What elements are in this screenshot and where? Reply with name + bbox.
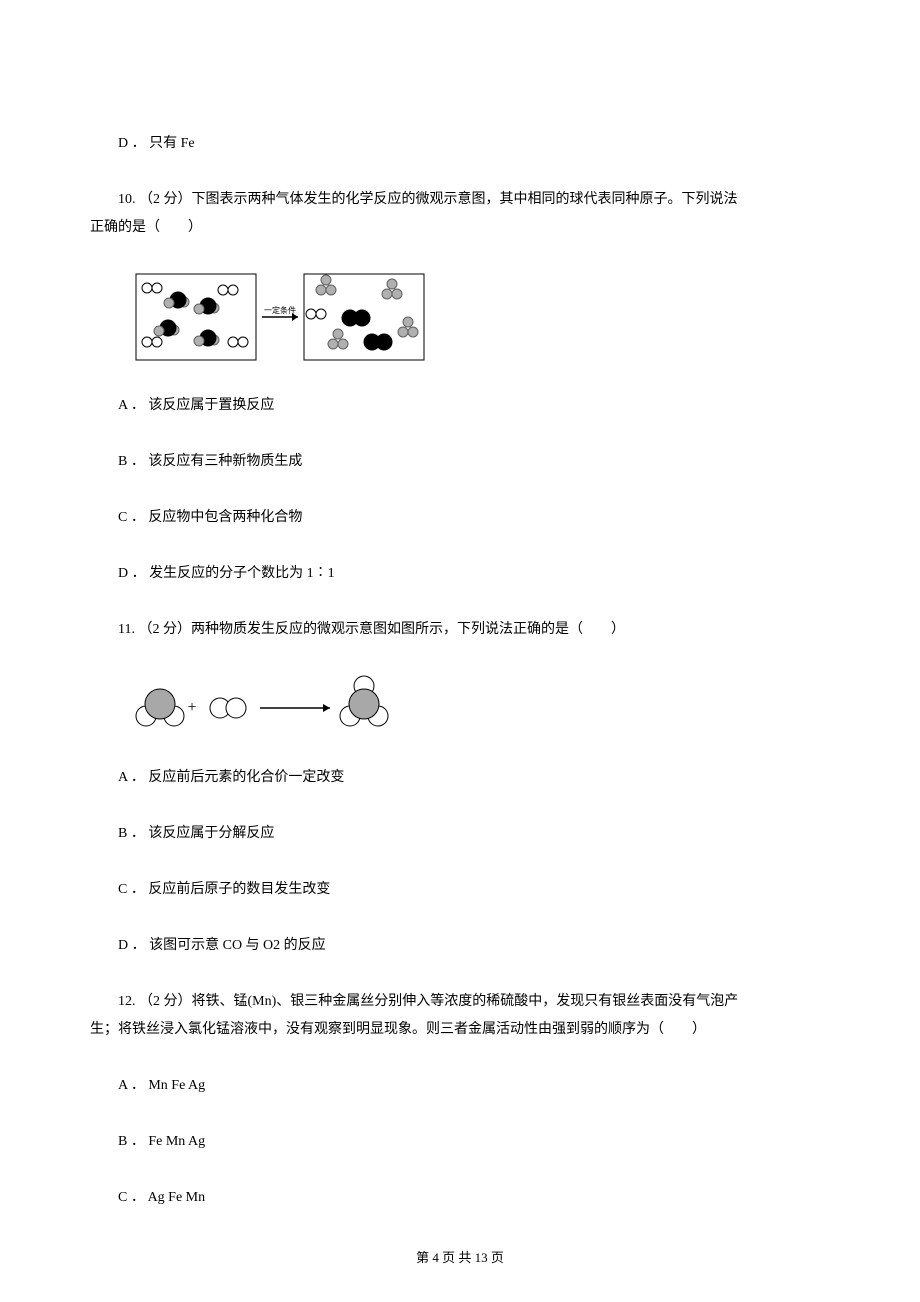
q10-stem-1: 10. （2 分）下图表示两种气体发生的化学反应的微观示意图，其中相同的球代表同… bbox=[90, 186, 830, 214]
q11-option-c: C ． 反应前后原子的数目发生改变 bbox=[90, 876, 830, 904]
svg-text:+: + bbox=[187, 699, 196, 716]
q12-stem-1: 12. （2 分）将铁、锰(Mn)、银三种金属丝分别伸入等浓度的稀硫酸中，发现只… bbox=[90, 988, 830, 1016]
q10-option-b: B ． 该反应有三种新物质生成 bbox=[90, 448, 830, 476]
question-12: 12. （2 分）将铁、锰(Mn)、银三种金属丝分别伸入等浓度的稀硫酸中，发现只… bbox=[90, 988, 830, 1212]
q12-option-a: A ． Mn Fe Ag bbox=[90, 1072, 830, 1100]
q12-option-b: B ． Fe Mn Ag bbox=[90, 1128, 830, 1156]
q11-stem: 11. （2 分）两种物质发生反应的微观示意图如图所示，下列说法正确的是（ ） bbox=[90, 616, 830, 644]
q10-stem-2: 正确的是（ ） bbox=[90, 214, 830, 242]
reaction-diagram-q11: + bbox=[130, 672, 390, 736]
q10-figure: 一定条件 bbox=[130, 270, 830, 364]
page-footer: 第 4 页 共 13 页 bbox=[0, 1247, 920, 1266]
option-d-previous: D ． 只有 Fe bbox=[90, 130, 830, 158]
q10-option-d: D ． 发生反应的分子个数比为 1∶1 bbox=[90, 560, 830, 588]
q11-figure: + bbox=[130, 672, 830, 736]
q11-option-a: A ． 反应前后元素的化合价一定改变 bbox=[90, 764, 830, 792]
reaction-diagram-q10: 一定条件 bbox=[130, 270, 430, 364]
q11-option-d: D ． 该图可示意 CO 与 O2 的反应 bbox=[90, 932, 830, 960]
q10-option-a: A ． 该反应属于置换反应 bbox=[90, 392, 830, 420]
page-content: D ． 只有 Fe 10. （2 分）下图表示两种气体发生的化学反应的微观示意图… bbox=[0, 0, 920, 1300]
question-11: 11. （2 分）两种物质发生反应的微观示意图如图所示，下列说法正确的是（ ） … bbox=[90, 616, 830, 960]
q12-option-c: C ． Ag Fe Mn bbox=[90, 1184, 830, 1212]
question-10: 10. （2 分）下图表示两种气体发生的化学反应的微观示意图，其中相同的球代表同… bbox=[90, 186, 830, 588]
q11-option-b: B ． 该反应属于分解反应 bbox=[90, 820, 830, 848]
svg-text:一定条件: 一定条件 bbox=[264, 305, 296, 315]
q12-stem-2: 生；将铁丝浸入氯化锰溶液中，没有观察到明显现象。则三者金属活动性由强到弱的顺序为… bbox=[90, 1016, 830, 1044]
q10-option-c: C ． 反应物中包含两种化合物 bbox=[90, 504, 830, 532]
